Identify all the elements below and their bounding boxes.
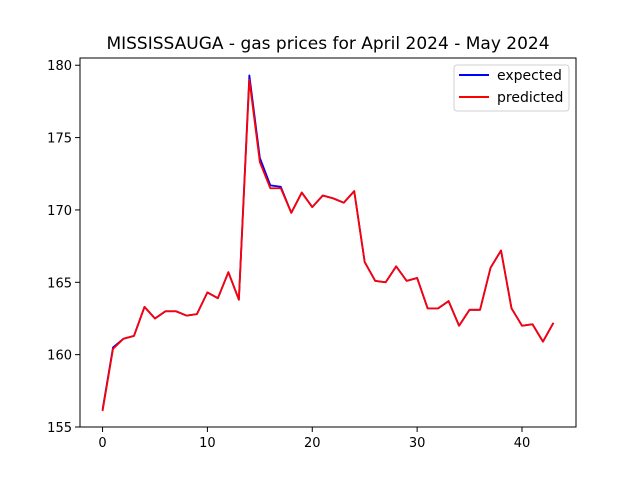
chart-title: MISSISSAUGA - gas prices for April 2024 … bbox=[106, 34, 549, 54]
y-tick-label: 180 bbox=[47, 59, 72, 74]
x-tick-label: 10 bbox=[199, 436, 216, 451]
x-tick-label: 0 bbox=[98, 436, 106, 451]
y-tick-label: 160 bbox=[47, 349, 72, 364]
y-tick-label: 170 bbox=[47, 204, 72, 219]
x-axis-ticks: 0 10 20 30 40 bbox=[98, 427, 530, 451]
x-tick-label: 40 bbox=[514, 436, 531, 451]
legend-box bbox=[453, 64, 570, 112]
axes-frame bbox=[79, 57, 577, 428]
series-layer bbox=[101, 74, 555, 412]
y-tick-label: 175 bbox=[47, 132, 72, 147]
series-line-predicted bbox=[101, 78, 555, 412]
x-tick-label: 20 bbox=[304, 436, 321, 451]
y-tick-label: 165 bbox=[47, 276, 72, 291]
legend-label-expected: expected bbox=[497, 68, 562, 84]
legend-label-predicted: predicted bbox=[497, 90, 563, 106]
x-tick-label: 30 bbox=[409, 436, 426, 451]
y-tick-label: 155 bbox=[47, 421, 72, 436]
y-axis-ticks: 155 160 165 170 175 180 bbox=[47, 59, 80, 436]
legend: expected predicted bbox=[453, 64, 570, 112]
series-line-expected bbox=[101, 74, 555, 410]
